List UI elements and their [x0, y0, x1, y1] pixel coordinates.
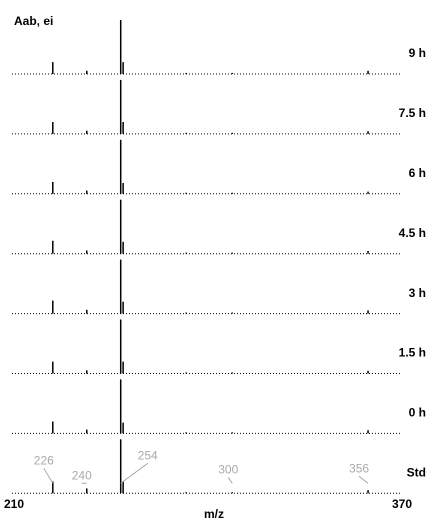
chart-title: Aab, ei	[14, 14, 53, 28]
panel-label: Std	[407, 465, 426, 479]
annotation-leader	[227, 477, 233, 484]
panel-label: 1.5 h	[399, 346, 426, 360]
annotation: 300	[218, 462, 238, 476]
annotation-leader	[43, 468, 54, 484]
panel-label: 9 h	[409, 46, 426, 60]
annotation: 254	[138, 448, 158, 462]
annotation: 226	[34, 453, 54, 467]
panel-label: 4.5 h	[399, 226, 426, 240]
x-axis-label: m/z	[204, 507, 224, 521]
x-tick-label: 370	[392, 497, 412, 511]
panel-label: 7.5 h	[399, 106, 426, 120]
panel-label: 3 h	[409, 286, 426, 300]
panel-label: 6 h	[409, 166, 426, 180]
annotation: 240	[72, 468, 92, 482]
panel-label: 0 h	[409, 406, 426, 420]
x-tick-label: 210	[4, 497, 24, 511]
annotation: 356	[349, 461, 369, 475]
annotation-leader	[120, 462, 148, 484]
annotation-leader	[358, 475, 369, 484]
